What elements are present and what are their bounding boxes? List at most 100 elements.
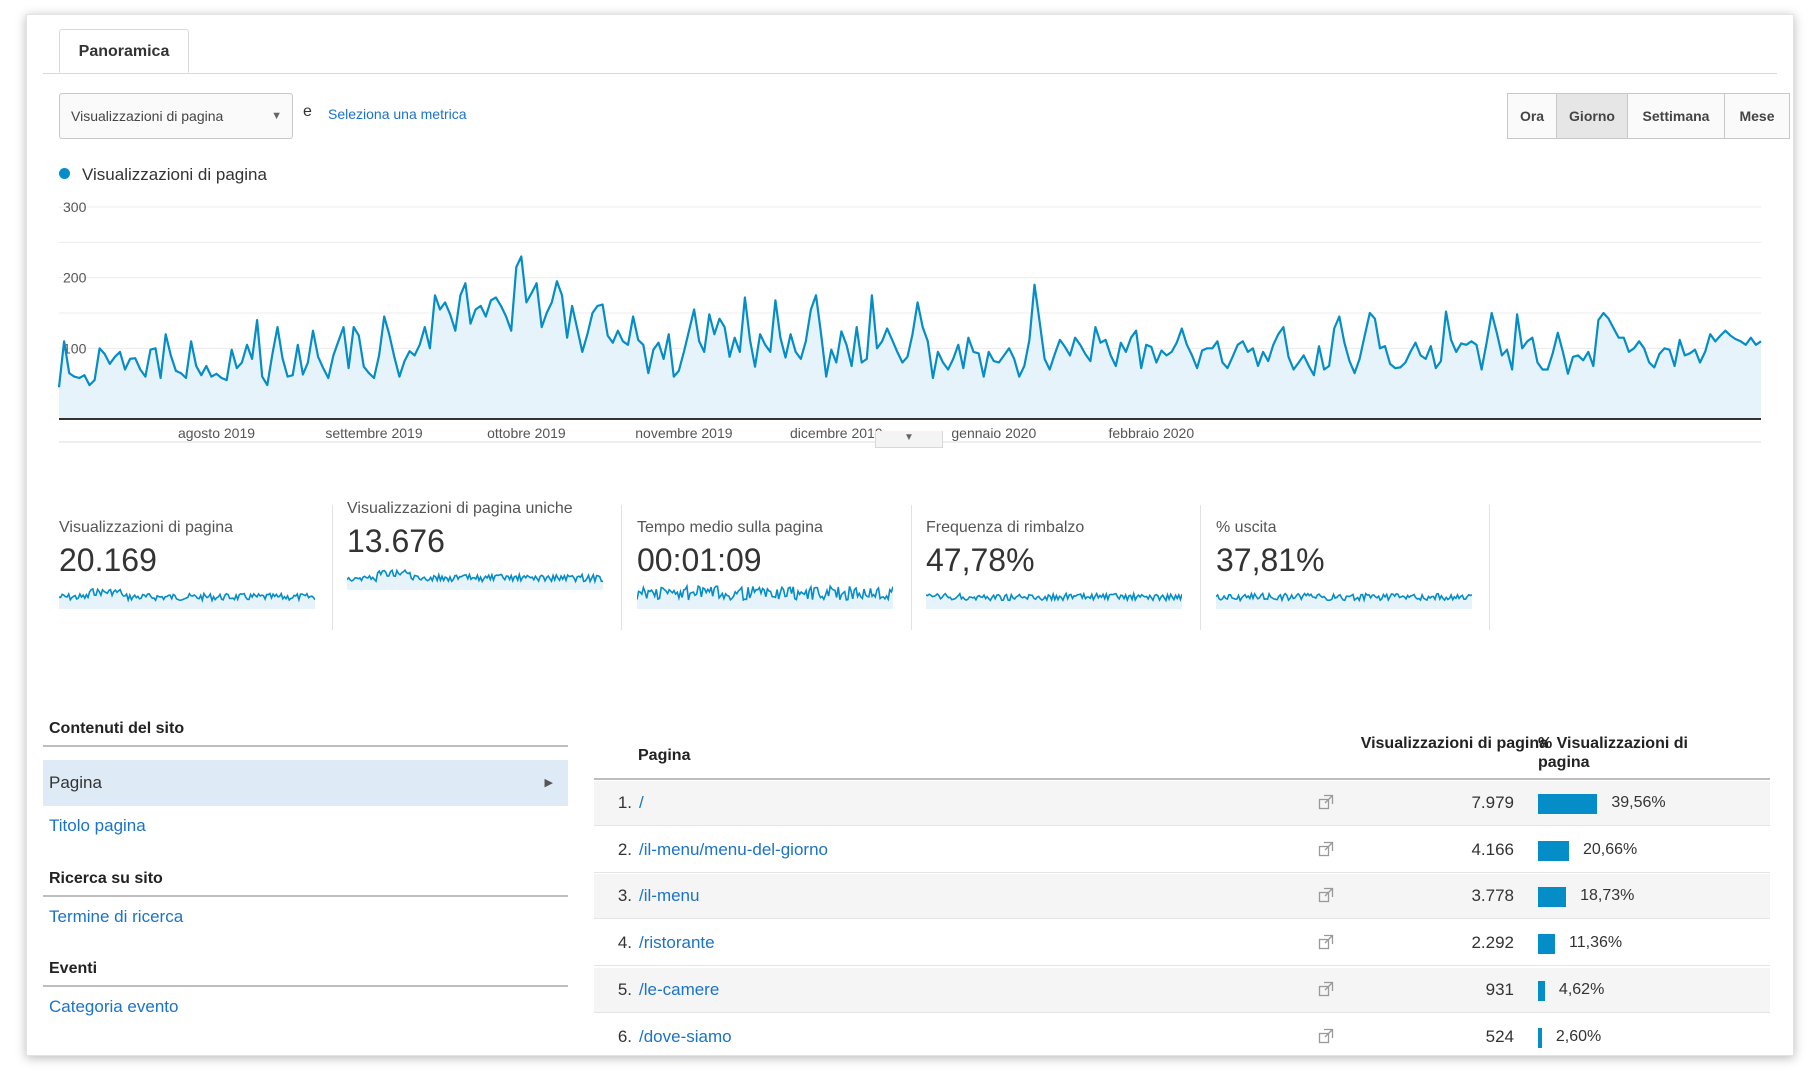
sparkline-area bbox=[637, 586, 893, 609]
page-path-link[interactable]: /il-menu/menu-del-giorno bbox=[639, 839, 828, 859]
sparkline-area bbox=[347, 570, 603, 590]
sidebar-item-label: Pagina bbox=[49, 773, 102, 792]
pageviews-chart: 100 200 300 agosto 2019 settembre 2019 ottobr… bbox=[57, 199, 1762, 443]
legend-label: Visualizzazioni di pagina bbox=[82, 165, 267, 184]
scorecard-divider bbox=[332, 505, 333, 630]
tab-panoramica[interactable]: Panoramica bbox=[59, 29, 189, 73]
table-row[interactable]: 3. /il-menu 3.778 18,73% bbox=[594, 874, 1770, 920]
pageviews-value: 2.292 bbox=[1471, 933, 1514, 953]
section-divider bbox=[43, 895, 568, 897]
metric-dropdown[interactable]: Visualizzazioni di pagina ▼ bbox=[59, 93, 293, 139]
scorecard-pageviews[interactable]: Visualizzazioni di pagina 20.169 bbox=[58, 499, 317, 614]
y-tick-label: 300 bbox=[63, 199, 87, 215]
sparkline-line bbox=[1215, 591, 1473, 603]
sparkline bbox=[636, 583, 894, 609]
external-link-icon[interactable] bbox=[1318, 841, 1334, 857]
sidebar-item-pagina[interactable]: Pagina ▶ bbox=[43, 760, 568, 806]
period-button-mese[interactable]: Mese bbox=[1724, 93, 1790, 139]
pageviews-value: 3.778 bbox=[1471, 886, 1514, 906]
pageviews-value: 931 bbox=[1485, 979, 1514, 999]
section-site-content: Contenuti del sito bbox=[49, 720, 185, 737]
select-metric-link[interactable]: Seleziona una metrica bbox=[328, 106, 467, 122]
scorecard-avg-time[interactable]: Tempo medio sulla pagina 00:01:09 bbox=[636, 499, 895, 614]
scorecard-divider bbox=[621, 505, 622, 630]
sidebar-item-categoria-evento[interactable]: Categoria evento bbox=[49, 997, 179, 1016]
series-line bbox=[57, 255, 1762, 388]
scorecard-divider bbox=[1200, 505, 1201, 630]
x-tick-label: settembre 2019 bbox=[325, 425, 422, 441]
scorecard-exit-rate[interactable]: % uscita 37,81% bbox=[1215, 499, 1474, 614]
row-number: 1. bbox=[617, 793, 632, 812]
x-tick-label: novembre 2019 bbox=[635, 425, 733, 441]
x-tick-label: dicembre 2019 bbox=[790, 425, 883, 441]
period-button-giorno[interactable]: Giorno bbox=[1556, 93, 1628, 139]
table-row[interactable]: 6. /dove-siamo 524 2,60% bbox=[594, 1015, 1770, 1056]
percentage-value: 11,36% bbox=[1569, 934, 1623, 952]
x-tick-label: agosto 2019 bbox=[178, 425, 255, 441]
percentage-value: 18,73% bbox=[1580, 887, 1635, 905]
external-link-icon[interactable] bbox=[1318, 794, 1334, 810]
percentage-value: 2,60% bbox=[1555, 1027, 1602, 1045]
y-tick-label: 200 bbox=[63, 270, 87, 286]
external-link-icon[interactable] bbox=[1318, 1028, 1334, 1044]
pageviews-value: 4.166 bbox=[1471, 839, 1514, 859]
external-link-icon[interactable] bbox=[1318, 981, 1334, 997]
column-header-pageviews[interactable]: Visualizzazioni di pagina bbox=[1360, 735, 1548, 752]
percentage-bar bbox=[1538, 840, 1569, 861]
scorecard-bounce-rate[interactable]: Frequenza di rimbalzo 47,78% bbox=[925, 499, 1184, 614]
scorecard-label: % uscita bbox=[1216, 519, 1277, 536]
scorecard-divider bbox=[1489, 505, 1490, 630]
scorecard-unique-pageviews[interactable]: Visualizzazioni di pagina uniche 13.676 bbox=[346, 499, 605, 595]
x-tick-label: gennaio 2020 bbox=[951, 425, 1036, 441]
column-header-page[interactable]: Pagina bbox=[638, 747, 691, 764]
sidebar-item-termine-di-ricerca[interactable]: Termine di ricerca bbox=[49, 907, 184, 926]
external-link-icon[interactable] bbox=[1318, 934, 1334, 950]
page-path-link[interactable]: /le-camere bbox=[639, 979, 720, 999]
column-header-pageviews-pct[interactable]: % Visualizzazioni di pagina bbox=[1538, 735, 1688, 771]
legend-dot-icon bbox=[59, 168, 70, 179]
row-number: 2. bbox=[617, 839, 632, 859]
table-row[interactable]: 4. /ristorante 2.292 11,36% bbox=[594, 921, 1770, 967]
scorecard-label: Tempo medio sulla pagina bbox=[637, 519, 823, 536]
pageviews-value: 524 bbox=[1485, 1026, 1514, 1046]
percentage-value: 39,56% bbox=[1611, 794, 1666, 811]
sparkline bbox=[346, 568, 603, 590]
table-row[interactable]: 2. /il-menu/menu-del-giorno 4.166 20,66% bbox=[594, 828, 1770, 873]
y-tick-label: 100 bbox=[63, 340, 87, 356]
row-number: 4. bbox=[617, 933, 632, 953]
pageviews-value: 7.979 bbox=[1471, 793, 1514, 812]
table-header-divider bbox=[594, 778, 1770, 780]
table-row[interactable]: 5. /le-camere 931 4,62% bbox=[594, 967, 1770, 1013]
row-number: 5. bbox=[617, 979, 632, 999]
series-area bbox=[59, 256, 1761, 419]
row-number: 6. bbox=[617, 1026, 632, 1046]
section-divider bbox=[43, 985, 568, 987]
table-row[interactable]: 1. / 7.979 39,56% bbox=[594, 781, 1770, 826]
percentage-bar bbox=[1538, 794, 1598, 814]
page-path-link[interactable]: /dove-siamo bbox=[639, 1026, 732, 1046]
sparkline-line bbox=[636, 583, 894, 602]
sparkline-line bbox=[346, 568, 603, 585]
page-path-link[interactable]: / bbox=[639, 793, 644, 812]
scorecard-label: Visualizzazioni di pagina uniche bbox=[347, 500, 573, 517]
external-link-icon[interactable] bbox=[1318, 887, 1334, 903]
section-divider bbox=[43, 745, 568, 747]
page-path-link[interactable]: /il-menu bbox=[639, 886, 700, 906]
scorecard-value: 37,81% bbox=[1216, 542, 1325, 578]
scorecard-value: 00:01:09 bbox=[637, 542, 762, 578]
chevron-down-icon: ▼ bbox=[271, 110, 282, 122]
sparkline-area bbox=[1216, 593, 1472, 609]
sidebar-item-titolo-pagina[interactable]: Titolo pagina bbox=[49, 816, 146, 835]
metric-dropdown-value: Visualizzazioni di pagina bbox=[71, 108, 224, 124]
chart-expand-toggle[interactable]: ▼ bbox=[875, 431, 943, 448]
section-events: Eventi bbox=[49, 960, 98, 977]
x-tick-label: ottobre 2019 bbox=[487, 425, 566, 441]
scorecard-value: 20.169 bbox=[59, 542, 157, 578]
page-path-link[interactable]: /ristorante bbox=[639, 933, 715, 953]
percentage-bar bbox=[1538, 934, 1556, 955]
scorecard-value: 47,78% bbox=[926, 542, 1035, 578]
sparkline-area bbox=[926, 593, 1182, 609]
period-button-settimana[interactable]: Settimana bbox=[1627, 93, 1725, 139]
scorecard-label: Visualizzazioni di pagina bbox=[59, 519, 234, 536]
sparkline bbox=[925, 590, 1183, 609]
